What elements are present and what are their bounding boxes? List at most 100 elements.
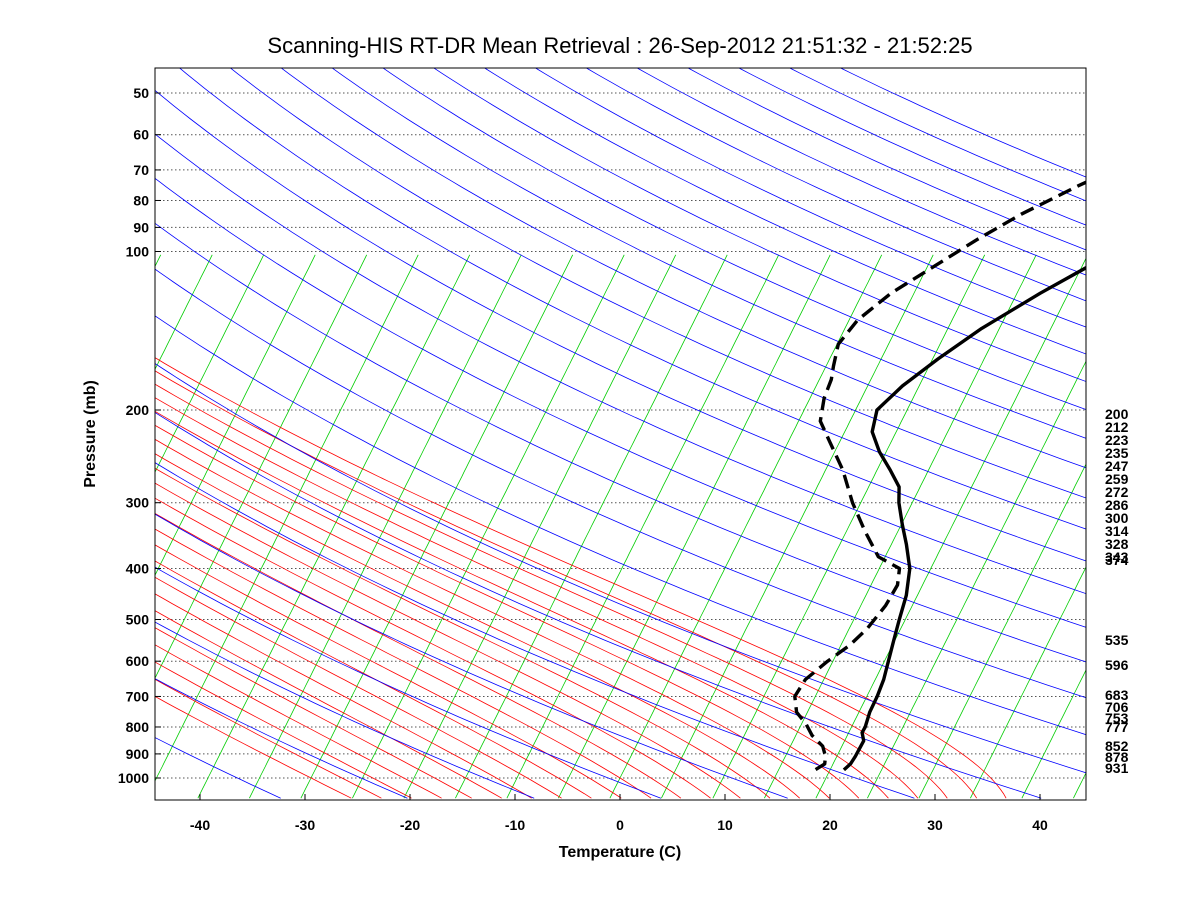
moist-adiabat-line [155,644,442,799]
dry-adiabat-line [155,133,1086,595]
dry-adiabat-line [155,621,535,799]
isobar-gridlines [155,92,1086,779]
y-tick-label: 900 [126,746,150,762]
dry-adiabat-line [280,68,1086,469]
y-tick-label: 1000 [118,770,149,786]
right-axis-label: 343 [1105,549,1129,565]
x-axis: -40 -30 -20 -10 0 10 20 30 40 [190,794,1048,833]
temperature-profile-line [842,265,1086,772]
dry-adiabat-line [636,68,1086,276]
moist-adiabat-line [155,593,532,799]
x-axis-label: Temperature (C) [559,844,681,861]
y-tick-label: 50 [133,85,149,101]
moist-adiabat-line [155,438,830,799]
x-tick-label: 10 [717,817,733,833]
right-axis-label: 223 [1105,432,1129,448]
mixing-ratio-line [155,254,316,577]
moist-adiabat-line [155,424,860,799]
dry-adiabat-line [155,462,915,799]
mixing-ratio-lines [155,254,1086,799]
moist-adiabat-line [155,467,771,799]
mixing-ratio-line [1021,669,1086,799]
right-axis-label: 706 [1105,699,1129,715]
dry-adiabat-line [155,566,662,799]
x-tick-label: -40 [190,817,210,833]
dry-adiabat-line [687,68,1086,251]
dry-adiabat-line [155,268,1086,699]
mixing-ratio-line [506,254,780,799]
dewpoint-profile-line [793,180,1086,772]
right-axis-label: 535 [1105,632,1129,648]
x-tick-label: 30 [927,817,943,833]
mixing-ratio-line [918,463,1086,799]
right-axis-label: 300 [1105,510,1129,526]
y-tick-label: 300 [126,495,150,511]
dry-adiabat-line [155,315,1086,736]
dry-adiabat-line [839,68,1086,178]
right-axis-label: 852 [1105,738,1129,754]
dry-adiabat-line [178,68,1086,530]
right-axis-label: 596 [1105,657,1129,673]
y-tick-label: 800 [126,719,150,735]
dry-adiabat-line [534,68,1086,328]
mixing-ratio-line [867,360,1086,799]
x-tick-label: 40 [1032,817,1048,833]
mixing-ratio-line [712,254,986,799]
y-tick-label: 70 [133,162,149,178]
x-tick-label: -30 [295,817,315,833]
y-tick-label: 80 [133,192,149,208]
y-axis: 50 60 70 80 90 100 200 300 400 500 600 700 800 900 100… [118,85,161,786]
moist-adiabat-line [155,453,800,799]
moist-adiabat-line [155,513,682,799]
y-tick-label: 400 [126,560,150,576]
right-axis-label: 259 [1105,471,1129,487]
dry-adiabat-line [155,411,1042,799]
moist-adiabat-line [155,497,711,799]
y-tick-label: 100 [126,243,150,259]
mixing-ratio-line [558,254,831,799]
y-tick-label: 90 [133,219,149,235]
profile-series [793,180,1086,772]
mixing-ratio-line [197,254,471,799]
y-tick-label: 60 [133,127,149,143]
right-axis-label: 931 [1105,760,1129,776]
chart-title: Scanning-HIS RT-DR Mean Retrieval : 26-S… [267,33,972,58]
right-axis-label: 314 [1105,523,1129,539]
y-tick-label: 600 [126,653,150,669]
plot-area [155,68,1086,799]
moist-adiabat-lines [155,357,1007,799]
mixing-ratio-line [403,254,677,799]
dry-adiabat-line [483,68,1086,355]
dry-adiabat-line [229,68,1086,499]
moist-adiabat-line [155,410,889,799]
mixing-ratio-line [815,257,1086,799]
right-axis-label: 235 [1105,445,1129,461]
dry-adiabat-line [155,89,1086,562]
mixing-ratio-line [661,254,934,799]
moist-adiabat-line [155,576,562,799]
right-axis-label: 753 [1105,710,1129,726]
mixing-ratio-line [155,254,419,782]
right-axis-label: 328 [1105,536,1129,552]
right-axis-label: 878 [1105,749,1129,765]
dry-adiabat-line [155,177,1086,628]
dry-adiabat-line [331,68,1086,439]
right-axis-label: 777 [1105,719,1129,735]
moist-adiabat-line [155,627,472,799]
right-axis-label: 374 [1105,552,1129,568]
moist-adiabat-line [155,397,919,799]
right-axis-label: 200 [1105,406,1129,422]
right-axis-label: 247 [1105,458,1129,474]
mixing-ratio-line [155,254,265,474]
dry-adiabat-line [155,363,1086,774]
right-axis-label: 272 [1105,484,1129,500]
mixing-ratio-line [249,254,522,799]
moist-adiabat-line [155,383,948,799]
x-tick-label: -20 [400,817,420,833]
y-tick-label: 200 [126,402,150,418]
dry-adiabat-line [155,513,788,799]
moist-adiabat-line [155,610,502,799]
x-tick-label: 0 [616,817,624,833]
dry-adiabat-lines [155,68,1086,799]
